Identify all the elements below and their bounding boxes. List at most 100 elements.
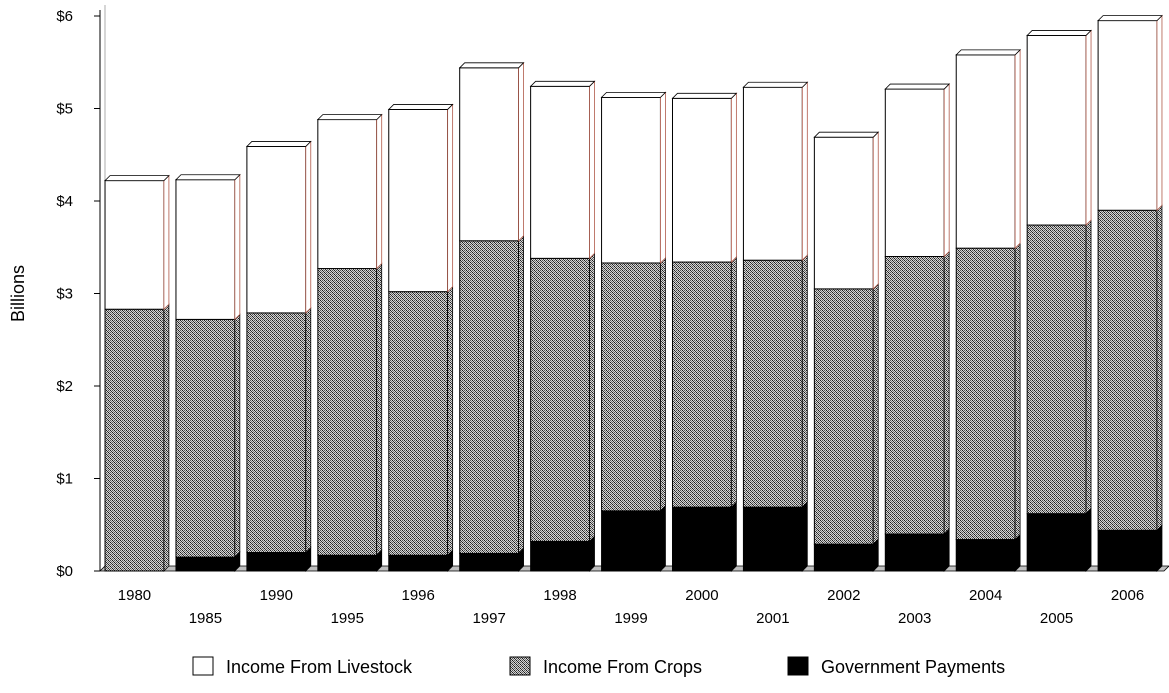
bar-group-1999 — [602, 92, 666, 571]
bar-group-1990 — [247, 141, 311, 571]
x-tick-label: 1996 — [402, 587, 435, 604]
bar-group-1980 — [105, 176, 169, 571]
bar-segment-income-from-livestock — [176, 180, 235, 320]
bar-top-cap — [1027, 30, 1091, 35]
bar-side-income-from-livestock — [235, 175, 240, 320]
bar-side-government-payments — [944, 529, 949, 571]
bar-side-income-from-crops — [802, 255, 807, 507]
y-axis-title: Billions — [8, 265, 28, 322]
x-tick-label: 2000 — [685, 587, 718, 604]
bar-segment-income-from-livestock — [602, 97, 661, 263]
legend-swatch-income-from-livestock — [193, 657, 213, 675]
bar-side-income-from-livestock — [660, 92, 665, 263]
bar-side-income-from-crops — [164, 304, 169, 571]
bar-top-cap — [602, 92, 666, 97]
bar-segment-income-from-crops — [1098, 210, 1157, 530]
bar-side-income-from-livestock — [306, 141, 311, 312]
bar-top-cap — [176, 175, 240, 180]
bar-side-income-from-livestock — [164, 176, 169, 310]
legend-label-income-from-livestock: Income From Livestock — [226, 657, 413, 677]
bar-segment-income-from-crops — [318, 269, 377, 556]
bar-segment-income-from-livestock — [318, 120, 377, 269]
bar-side-income-from-crops — [306, 308, 311, 553]
bar-segment-income-from-crops — [247, 313, 306, 553]
bar-segment-income-from-crops — [885, 257, 944, 535]
bar-segment-income-from-crops — [602, 263, 661, 511]
bar-segment-income-from-crops — [814, 289, 873, 544]
bar-side-income-from-livestock — [944, 84, 949, 256]
y-tick-label: $2 — [56, 378, 73, 395]
bar-segment-income-from-livestock — [885, 89, 944, 256]
bar-side-income-from-livestock — [377, 115, 382, 269]
bar-group-2005 — [1027, 30, 1091, 571]
bar-side-income-from-livestock — [1157, 16, 1162, 211]
bar-segment-income-from-crops — [1027, 225, 1086, 514]
bar-group-2001 — [743, 82, 807, 571]
bar-segment-income-from-livestock — [672, 98, 731, 262]
bar-group-2003 — [885, 84, 949, 571]
bar-side-income-from-crops — [1086, 220, 1091, 514]
y-tick-label: $4 — [56, 193, 73, 210]
bar-side-income-from-crops — [1157, 205, 1162, 530]
bar-segment-government-payments — [318, 555, 377, 571]
bar-segment-income-from-livestock — [247, 146, 306, 312]
bar-top-cap — [460, 63, 524, 68]
bar-side-income-from-livestock — [519, 63, 524, 241]
x-tick-label: 2004 — [969, 587, 1002, 604]
legend-label-government-payments: Government Payments — [821, 657, 1005, 677]
bar-side-income-from-livestock — [590, 81, 595, 258]
bar-side-income-from-crops — [944, 252, 949, 535]
bar-side-income-from-crops — [590, 253, 595, 541]
bar-segment-income-from-crops — [743, 260, 802, 507]
bar-side-income-from-livestock — [1086, 30, 1091, 225]
bar-top-cap — [531, 81, 595, 86]
x-tick-label: 1985 — [189, 610, 222, 627]
bar-segment-income-from-crops — [176, 319, 235, 557]
bar-segment-government-payments — [885, 534, 944, 571]
bar-segment-government-payments — [956, 540, 1015, 571]
bar-segment-government-payments — [460, 553, 519, 571]
bar-segment-income-from-crops — [531, 258, 590, 541]
bar-top-cap — [672, 93, 736, 98]
bar-segment-income-from-livestock — [389, 109, 448, 291]
bar-segment-government-payments — [743, 507, 802, 571]
bar-side-government-payments — [731, 502, 736, 571]
bar-side-income-from-crops — [1015, 243, 1020, 539]
bar-segment-income-from-livestock — [814, 137, 873, 289]
bar-group-1985 — [176, 175, 240, 571]
bar-side-government-payments — [1086, 509, 1091, 571]
bar-segment-government-payments — [814, 544, 873, 571]
bar-segment-government-payments — [672, 507, 731, 571]
bar-top-cap — [743, 82, 807, 87]
x-tick-label: 1998 — [543, 587, 576, 604]
x-tick-label: 2005 — [1040, 610, 1073, 627]
bar-segment-income-from-livestock — [460, 68, 519, 241]
bar-side-government-payments — [590, 536, 595, 571]
bar-group-1997 — [460, 63, 524, 571]
bar-side-income-from-crops — [377, 264, 382, 556]
bar-top-cap — [105, 176, 169, 181]
bar-segment-government-payments — [247, 553, 306, 572]
bar-segment-income-from-livestock — [1027, 35, 1086, 225]
bar-top-cap — [389, 104, 453, 109]
bar-group-2004 — [956, 50, 1020, 571]
bar-top-cap — [814, 132, 878, 137]
bar-group-1996 — [389, 104, 453, 571]
bar-segment-income-from-crops — [956, 248, 1015, 539]
bar-side-income-from-livestock — [448, 104, 453, 291]
legend-swatch-government-payments — [788, 657, 808, 675]
bar-segment-income-from-crops — [460, 241, 519, 554]
x-tick-label: 1980 — [118, 587, 151, 604]
bar-side-income-from-livestock — [1015, 50, 1020, 248]
bar-side-government-payments — [802, 502, 807, 571]
bar-side-income-from-livestock — [731, 93, 736, 262]
bar-top-cap — [885, 84, 949, 89]
bar-segment-government-payments — [602, 511, 661, 571]
bar-top-cap — [1098, 16, 1162, 21]
legend-label-income-from-crops: Income From Crops — [543, 657, 702, 677]
bar-segment-income-from-crops — [389, 292, 448, 556]
bar-segment-government-payments — [531, 541, 590, 571]
bar-group-1998 — [531, 81, 595, 571]
